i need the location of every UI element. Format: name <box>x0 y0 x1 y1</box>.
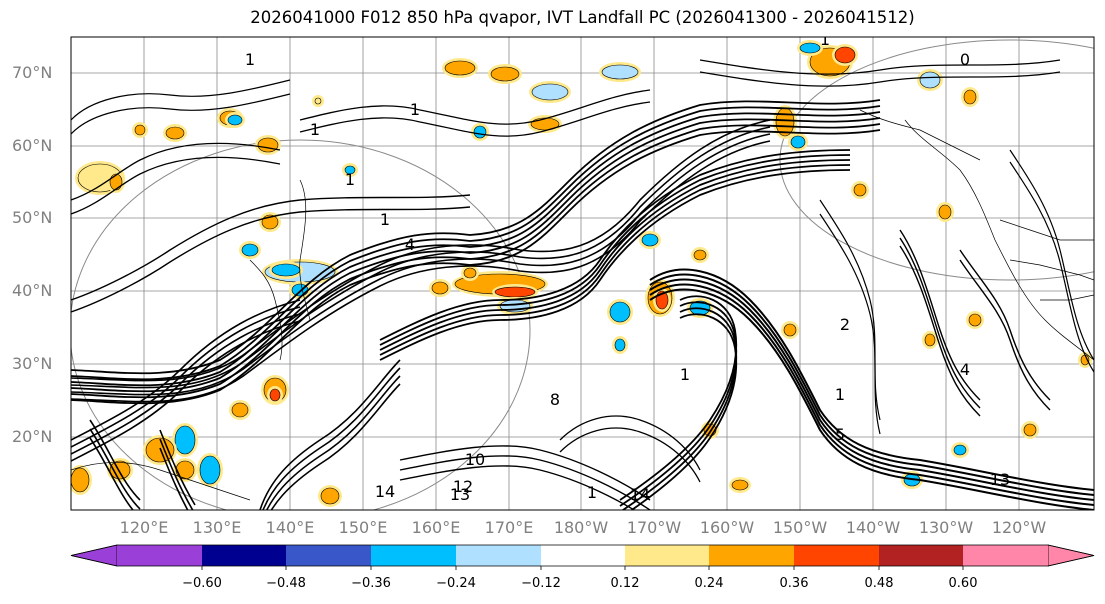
colorbar-segment <box>879 545 963 566</box>
contour-label: 1 <box>820 30 830 49</box>
contour-label: 1 <box>345 170 355 189</box>
colorbar-segment <box>117 545 202 566</box>
ivt-contours <box>71 59 1094 510</box>
lon-label: 170°W <box>626 518 682 537</box>
lon-label: 120°E <box>119 518 169 537</box>
contour-label: 4 <box>405 235 415 254</box>
colorbar-segment <box>371 545 456 566</box>
lon-label: 180°W <box>553 518 609 537</box>
colorbar-segment <box>963 545 1048 566</box>
colorbar-outline <box>70 544 1095 567</box>
colorbar-tick-label: −0.24 <box>436 576 476 591</box>
map-border <box>70 36 1095 511</box>
contour-label: 10 <box>465 450 485 469</box>
coastlines <box>71 109 1094 501</box>
colorbar-tick-label: −0.12 <box>521 576 561 591</box>
lon-label: 120°W <box>991 518 1047 537</box>
colorbar-tick-label: 0.48 <box>864 576 894 591</box>
contour-label: 1 <box>587 483 597 502</box>
lon-label: 160°W <box>699 518 755 537</box>
lat-label: 70°N <box>12 63 53 82</box>
lon-label: 140°E <box>265 518 315 537</box>
lat-label: 50°N <box>12 208 53 227</box>
contour-label: 12 <box>453 477 473 496</box>
colorbar-tick-label: 0.36 <box>779 576 809 591</box>
map-title: 2026041000 F012 850 hPa qvapor, IVT Land… <box>250 8 915 27</box>
contour-label: 13 <box>450 485 470 504</box>
contour-label: 1 <box>380 210 390 229</box>
colorbar-segment <box>625 545 709 566</box>
lon-label: 140°W <box>845 518 901 537</box>
contour-label: 13 <box>990 470 1010 489</box>
colorbar-segment <box>794 545 879 566</box>
contour-label: 5 <box>835 425 845 444</box>
colorbar-segment <box>709 545 794 566</box>
contour-label: 14 <box>630 485 650 504</box>
colorbar-extend-low <box>70 544 118 567</box>
colorbar-tick-label: −0.36 <box>351 576 391 591</box>
contour-label: 1 <box>835 385 845 404</box>
colorbar-tick-label: −0.48 <box>266 576 306 591</box>
colorbar-segment <box>286 545 371 566</box>
lon-label: 130°E <box>192 518 242 537</box>
lat-label: 60°N <box>12 136 53 155</box>
contour-label: 14 <box>375 482 395 501</box>
colorbar-tick-label: 0.12 <box>610 576 640 591</box>
colorbar-segment <box>541 545 625 566</box>
lat-label: 30°N <box>12 354 53 373</box>
lon-label: 150°E <box>338 518 388 537</box>
contour-label: 1 <box>310 120 320 139</box>
contour-label: 4 <box>960 360 970 379</box>
lat-label: 40°N <box>12 281 53 300</box>
lon-label: 170°E <box>484 518 534 537</box>
contour-label: 2 <box>840 315 850 334</box>
contour-label: 1 <box>410 100 420 119</box>
lon-label: 150°W <box>772 518 828 537</box>
colorbar-tick-label: 0.24 <box>694 576 724 591</box>
colorbar-extend-high <box>1047 544 1095 567</box>
colorbar-tick-label: −0.60 <box>182 576 222 591</box>
colorbar-segment <box>202 545 286 566</box>
contour-label: 0 <box>960 50 970 69</box>
contour-label: 1 <box>245 50 255 69</box>
contour-label: 1 <box>680 365 690 384</box>
lat-label: 20°N <box>12 427 53 446</box>
lon-label: 160°E <box>411 518 461 537</box>
contour-label: 8 <box>550 390 560 409</box>
lon-label: 130°W <box>918 518 974 537</box>
colorbar-tick-label: 0.60 <box>948 576 978 591</box>
colorbar-segment <box>456 545 541 566</box>
